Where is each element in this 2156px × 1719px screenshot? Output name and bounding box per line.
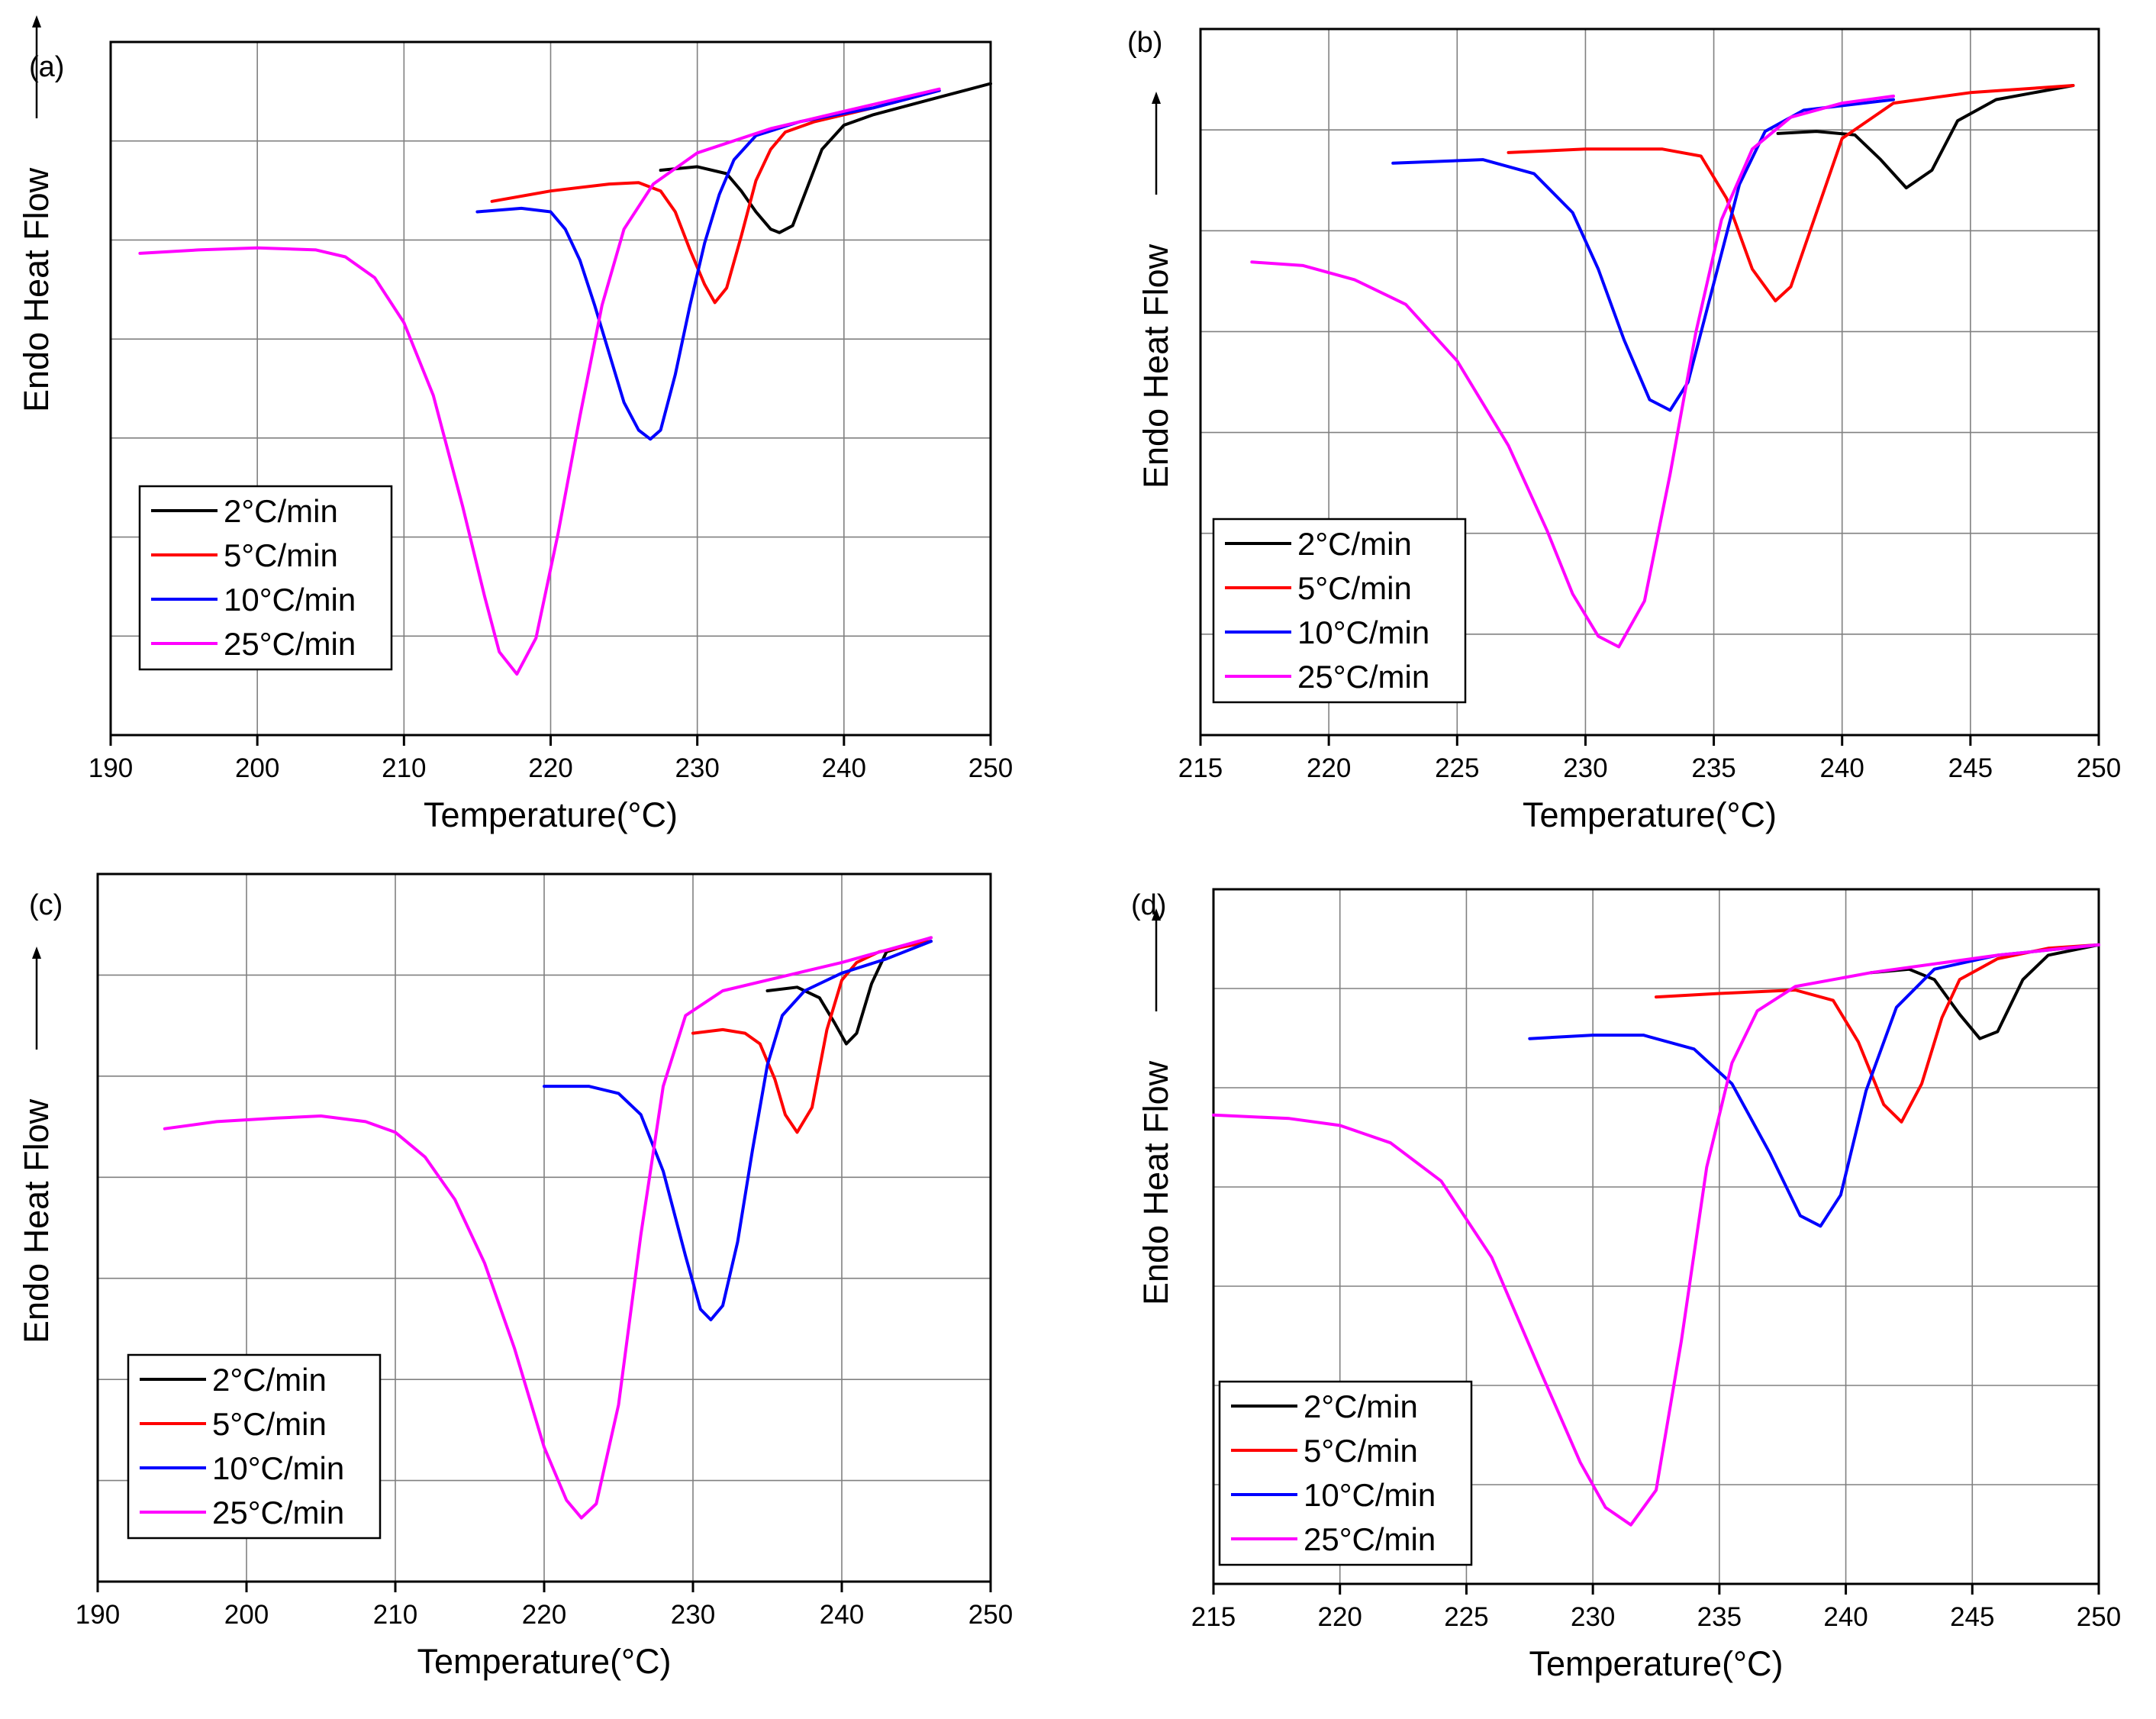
legend-label: 10°C/min (1304, 1477, 1436, 1513)
x-tick-label: 220 (1318, 1602, 1362, 1632)
legend-label: 2°C/min (212, 1362, 327, 1398)
legend-label: 10°C/min (1297, 614, 1429, 650)
y-axis-arrow-head (32, 947, 41, 959)
series-line (543, 940, 933, 1321)
x-tick-label: 230 (675, 753, 719, 783)
series-line (659, 82, 992, 234)
plot-frame (1212, 888, 2100, 1585)
x-tick-label: 200 (224, 1600, 269, 1630)
legend: 2°C/min 5°C/min 10°C/min 25°C/min (138, 485, 393, 671)
chart-panel: 190 200 210 220 230 240 250 Temperature(°C) Endo… (17, 15, 1013, 834)
x-tick-label: 245 (1950, 1602, 1994, 1632)
y-axis-arrow-head (1152, 908, 1161, 921)
legend-label: 5°C/min (1297, 570, 1412, 606)
x-axis-title: Temperature(°C) (1529, 1644, 1783, 1683)
x-tick-label: 215 (1191, 1602, 1236, 1632)
x-tick-label: 240 (1823, 1602, 1868, 1632)
legend: 2°C/min 5°C/min 10°C/min 25°C/min (127, 1353, 382, 1540)
series-line (1528, 943, 2100, 1228)
legend-box (1218, 1380, 1473, 1566)
legend-label: 25°C/min (1304, 1521, 1436, 1557)
x-tick-label: 235 (1691, 753, 1735, 783)
legend-label: 5°C/min (212, 1406, 327, 1442)
x-tick-label: 240 (822, 753, 866, 783)
legend: 2°C/min 5°C/min 10°C/min 25°C/min (1218, 1380, 1473, 1566)
legend-label: 25°C/min (212, 1495, 344, 1530)
chart-panel: 215 220 225 230 235 240 245 250 Temperature(°C) E… (1131, 888, 2121, 1683)
legend-box (127, 1353, 382, 1540)
legend-label: 10°C/min (212, 1450, 344, 1486)
x-tick-label: 240 (820, 1600, 864, 1630)
legend-box (1212, 518, 1467, 704)
x-axis-title: Temperature(°C) (417, 1642, 671, 1681)
panel-label: (d) (1131, 889, 1166, 921)
x-tick-label: 230 (1563, 753, 1607, 783)
x-tick-label: 210 (373, 1600, 417, 1630)
legend-label: 2°C/min (1297, 526, 1412, 562)
panel-label: (c) (29, 889, 63, 921)
x-tick-label: 190 (89, 753, 133, 783)
series-line (1212, 943, 2100, 1527)
series-line (1391, 98, 1895, 412)
x-tick-label: 250 (968, 1600, 1013, 1630)
series-line (765, 936, 933, 1046)
series-line (1869, 943, 2100, 1040)
x-axis-title: Temperature(°C) (1523, 795, 1777, 834)
legend-label: 2°C/min (224, 493, 338, 529)
panel-label: (a) (29, 51, 64, 83)
x-tick-label: 240 (1820, 753, 1864, 783)
x-tick-label: 225 (1444, 1602, 1488, 1632)
x-tick-label: 230 (1571, 1602, 1615, 1632)
series-line (1655, 943, 2100, 1124)
x-tick-label: 220 (522, 1600, 566, 1630)
legend-label: 5°C/min (1304, 1433, 1418, 1469)
y-axis-title: Endo Heat Flow (1136, 243, 1175, 489)
series-line (490, 89, 941, 305)
panel-label: (b) (1127, 27, 1162, 59)
plot-frame (1199, 27, 2100, 737)
series-line (1250, 94, 1895, 649)
series-line (691, 940, 933, 1134)
x-tick-label: 200 (235, 753, 279, 783)
series-line (163, 936, 933, 1520)
legend-label: 25°C/min (1297, 659, 1429, 695)
x-tick-label: 250 (2077, 1602, 2121, 1632)
x-tick-label: 250 (2077, 753, 2121, 783)
x-tick-label: 250 (968, 753, 1013, 783)
y-axis-arrow-head (32, 15, 41, 27)
series-line (475, 89, 941, 441)
x-tick-label: 225 (1435, 753, 1479, 783)
legend-box (138, 485, 393, 671)
legend-label: 10°C/min (224, 582, 356, 618)
x-tick-label: 220 (528, 753, 572, 783)
x-tick-label: 245 (1948, 753, 1993, 783)
legend: 2°C/min 5°C/min 10°C/min 25°C/min (1212, 518, 1467, 704)
y-axis-title: Endo Heat Flow (1136, 1060, 1175, 1305)
x-tick-label: 220 (1307, 753, 1351, 783)
x-tick-label: 230 (671, 1600, 715, 1630)
x-tick-label: 190 (76, 1600, 120, 1630)
y-axis-arrow-head (1152, 92, 1161, 104)
x-axis-title: Temperature(°C) (424, 795, 678, 834)
y-axis-title: Endo Heat Flow (17, 167, 56, 412)
series-line (138, 87, 941, 676)
chart-panel: 190 200 210 220 230 240 250 Temperature(°C) Endo… (17, 872, 1013, 1681)
legend-label: 25°C/min (224, 626, 356, 662)
x-tick-label: 235 (1697, 1602, 1742, 1632)
series-line (1776, 84, 2075, 190)
y-axis-title: Endo Heat Flow (17, 1098, 56, 1343)
legend-label: 2°C/min (1304, 1388, 1418, 1424)
legend-label: 5°C/min (224, 537, 338, 573)
chart-panel: 215 220 225 230 235 240 245 250 Temperature(°C) E… (1127, 27, 2121, 834)
series-line (1507, 84, 2075, 303)
x-tick-label: 215 (1178, 753, 1223, 783)
x-tick-label: 210 (382, 753, 426, 783)
